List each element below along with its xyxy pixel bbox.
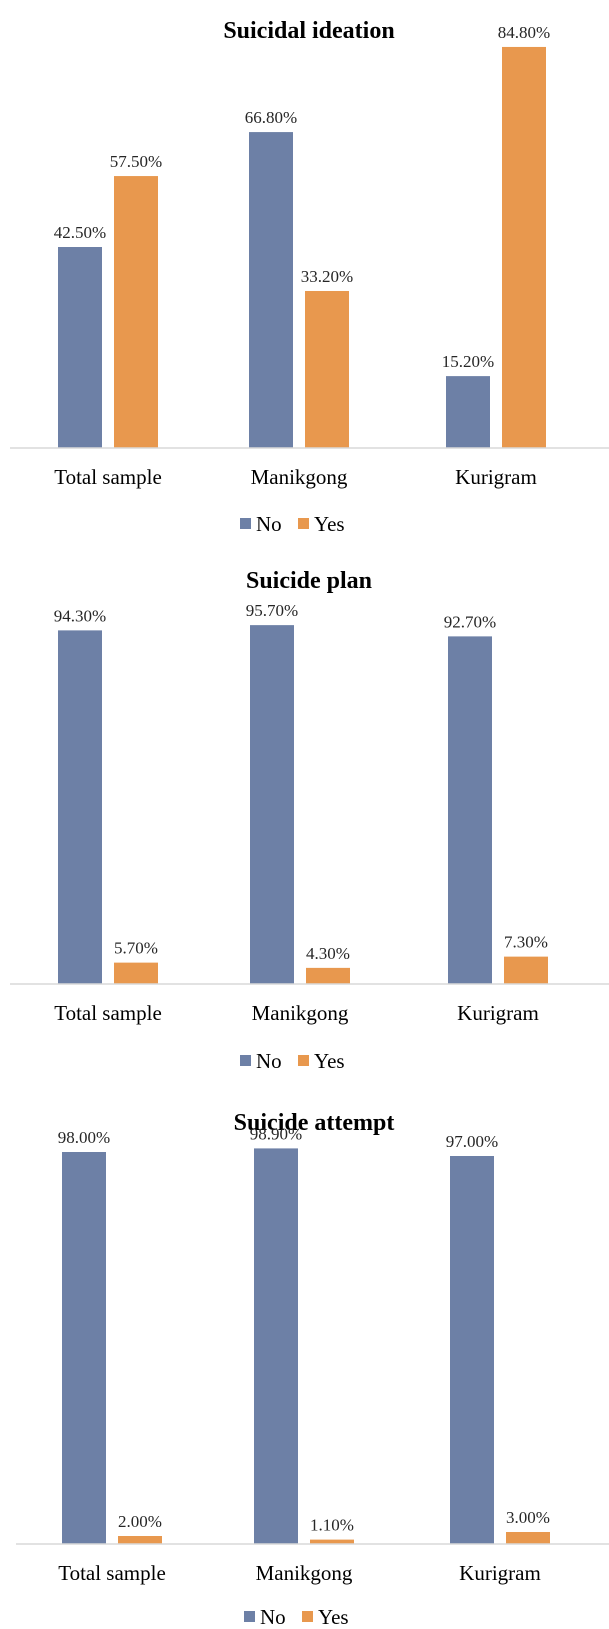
data-label: 4.30% [306,944,350,963]
x-tick-label: Manikgong [256,1561,353,1585]
legend-label-no: No [260,1605,286,1629]
bars-group: 98.00% 2.00% Total sample 98.90% 1.10% Manikg… [58,1124,550,1585]
data-label: 66.80% [245,108,297,127]
x-tick-label: Total sample [58,1561,166,1585]
chart-svg: Suicide attempt 98.00%2.00%Total sample9… [16,1110,609,1629]
x-tick-label: Total sample [54,465,162,489]
legend: No Yes [244,1605,349,1629]
data-label: 7.30% [504,933,548,952]
data-label: 95.70% [246,601,298,620]
chart-svg: Suicidal ideation 42.50% 57.50% Total samp… [10,18,609,536]
chart-svg: Suicide plan 94.30% 5.70% Total sample 95.7… [10,568,609,1073]
data-label: 42.50% [54,223,106,242]
x-tick-label: Manikgong [252,1001,349,1025]
data-label: 15.20% [442,352,494,371]
bars-group: 42.50% 57.50% Total sample 66.80% 33.20% Mani… [54,23,550,489]
bar-no-total-sample [58,630,102,984]
legend-label-yes: Yes [318,1605,349,1629]
chart-title: Suicide plan [246,568,372,594]
x-tick-label: Kurigram [459,1561,541,1585]
data-label: 5.70% [114,939,158,958]
data-label: 98.00% [58,1128,110,1147]
bar-yes-total-sample [114,962,158,984]
bar-yes-total-sample [114,176,158,448]
chart-title: Suicidal ideation [223,18,394,44]
legend-swatch-no [244,1611,255,1622]
data-label: 3.00% [506,1508,550,1527]
bar-no-manikgong [250,625,294,984]
legend-swatch-yes [302,1611,313,1622]
bar-yes-total-sample [118,1536,162,1544]
data-label: 92.70% [444,612,496,631]
chart-suicide-plan: Suicide plan 94.30% 5.70% Total sample 95.7… [0,548,609,1084]
bar-yes-kurigram [504,956,548,984]
legend-label-yes: Yes [314,512,345,536]
bar-no-total-sample [62,1152,106,1544]
bar-no-manikgong [254,1148,298,1544]
bar-no-kurigram [446,376,490,448]
data-label: 33.20% [301,267,353,286]
bar-yes-kurigram [502,46,546,448]
data-label: 94.30% [54,606,106,625]
data-label: 2.00% [118,1512,162,1531]
x-tick-label: Kurigram [455,465,537,489]
data-label: 84.80% [498,23,550,42]
x-tick-label: Kurigram [457,1001,539,1025]
bar-no-total-sample [58,247,102,448]
legend: No Yes [240,512,345,536]
chart-suicide-attempt: Suicide attempt 98.00% 2.00% Total sample 9… [0,1092,609,1629]
bar-no-manikgong [249,132,293,448]
legend: No Yes [240,1049,345,1073]
data-label: 98.90% [250,1124,302,1143]
legend-swatch-no [240,518,251,529]
bar-no-kurigram [448,636,492,984]
legend-label-no: No [256,512,282,536]
data-label: 1.10% [310,1516,354,1535]
x-tick-label: Manikgong [251,465,348,489]
data-label: 97.00% [446,1132,498,1151]
bar-yes-kurigram [506,1532,550,1544]
bar-no-kurigram [450,1156,494,1544]
legend-label-yes: Yes [314,1049,345,1073]
legend-swatch-no [240,1055,251,1066]
bars-group: 94.30% 5.70% Total sample 95.70% 4.30% Manikg… [54,601,548,1025]
legend-swatch-yes [298,1055,309,1066]
legend-swatch-yes [298,518,309,529]
legend-label-no: No [256,1049,282,1073]
bar-yes-manikgong [310,1539,354,1544]
chart-suicidal-ideation: Suicidal ideation 42.50% 57.50% Total samp… [0,0,609,540]
data-label: 57.50% [110,152,162,171]
x-tick-label: Total sample [54,1001,162,1025]
bar-yes-manikgong [305,290,349,448]
bar-yes-manikgong [306,967,350,984]
chart-title: Suicide attempt [234,1110,395,1136]
